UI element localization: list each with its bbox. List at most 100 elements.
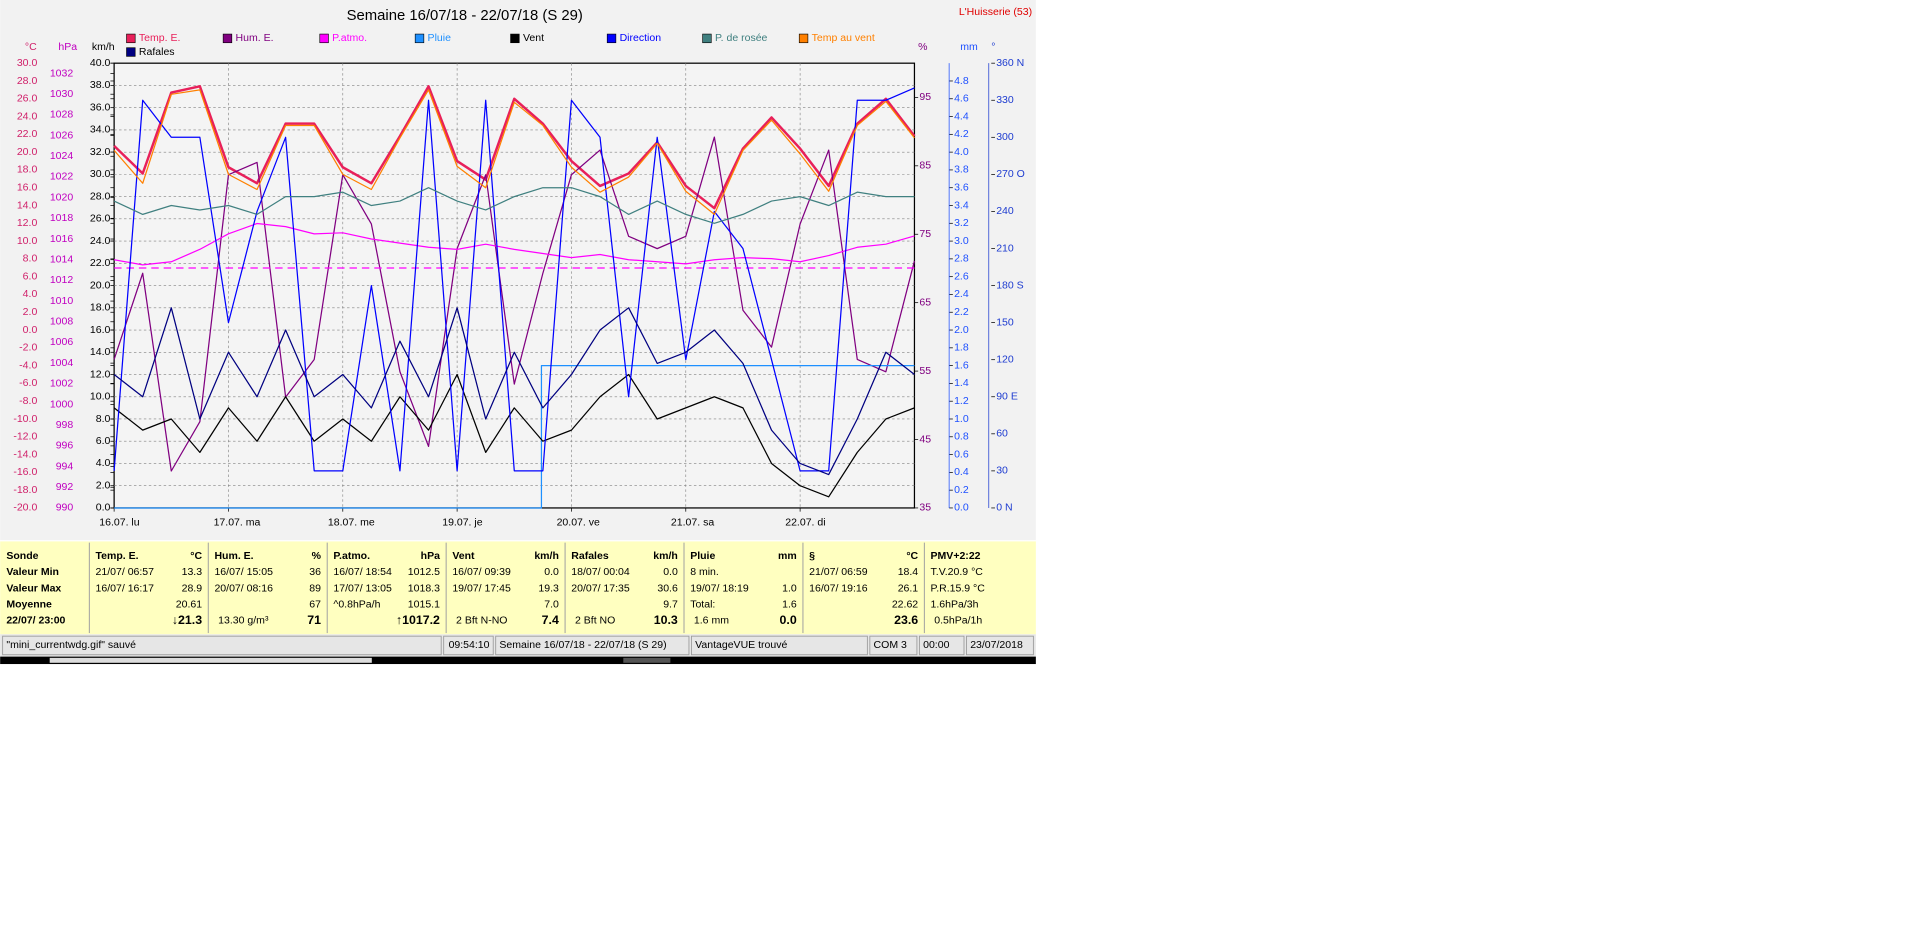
cell-value: ↑1017.2 — [396, 613, 440, 627]
cell-value: 20.61 — [176, 598, 202, 610]
column-header: Sonde — [6, 550, 38, 562]
y-tick-label: -18.0 — [13, 484, 37, 496]
y-tick-label: 2.6 — [954, 270, 969, 282]
y-tick-label: 994 — [56, 460, 74, 472]
y-tick-label: 2.0 — [23, 306, 38, 318]
y-tick-label: 1032 — [50, 67, 74, 79]
cell-text: Total: — [690, 598, 715, 610]
axis-unit: hPa — [58, 41, 77, 53]
cell-text: 2 Bft NO — [575, 614, 615, 626]
cell-text: 0.5hPa/1h — [934, 614, 982, 626]
cell-text: 16/07/ 18:54 — [333, 566, 392, 578]
cell-value: 22.62 — [892, 598, 918, 610]
y-tick-label: 55 — [919, 365, 931, 377]
cell-text: 16/07/ 09:39 — [452, 566, 511, 578]
y-tick-label: 30.0 — [90, 168, 111, 180]
taskbar-item — [49, 657, 372, 663]
cell-value: 36 — [309, 566, 321, 578]
y-tick-label: 3.4 — [954, 199, 969, 211]
column-unit: °C — [906, 550, 918, 562]
y-tick-label: 85 — [919, 160, 931, 172]
y-tick-label: -14.0 — [13, 448, 37, 460]
cell-value: 89 — [309, 582, 321, 594]
legend-label: P.atmo. — [332, 32, 367, 44]
y-tick-label: 240 — [996, 205, 1014, 217]
y-tick-label: 1012 — [50, 274, 74, 286]
cell-text: T.V.20.9 °C — [931, 566, 984, 578]
x-tick-label: 20.07. ve — [557, 517, 600, 529]
y-tick-label: 24.0 — [17, 110, 38, 122]
legend-swatch — [414, 33, 425, 44]
series-line — [113, 373, 915, 498]
taskbar-item — [623, 657, 671, 663]
y-tick-label: 0.8 — [954, 431, 969, 443]
y-tick-label: 22.0 — [17, 128, 38, 140]
cell-value: 10.3 — [654, 613, 678, 627]
y-tick-label: 36.0 — [90, 101, 111, 113]
cell-value: 13.3 — [182, 566, 203, 578]
y-tick-label: 4.0 — [954, 146, 969, 158]
y-tick-label: 28.0 — [90, 190, 111, 202]
status-text: 23/07/2018 — [970, 639, 1023, 651]
y-tick-label: 4.6 — [954, 93, 969, 105]
status-panel — [918, 635, 965, 656]
cell-value: 0.0 — [780, 613, 797, 627]
y-tick-label: 32.0 — [90, 146, 111, 158]
y-tick-label: 3.2 — [954, 217, 969, 229]
y-tick-label: -4.0 — [19, 359, 37, 371]
y-tick-label: 1.4 — [954, 377, 969, 389]
y-tick-label: 14.0 — [90, 346, 111, 358]
y-tick-label: -2.0 — [19, 342, 37, 354]
y-tick-label: 1.6 — [954, 359, 969, 371]
column-header: Rafales — [571, 550, 609, 562]
cell-text: 1.6hPa/3h — [931, 598, 979, 610]
y-tick-label: 30 — [996, 465, 1008, 477]
cell-text: 18/07/ 00:04 — [571, 566, 630, 578]
y-tick-label: 2.2 — [954, 306, 969, 318]
cell-text: 20/07/ 17:35 — [571, 582, 630, 594]
station-name: L'Huisserie (53) — [959, 6, 1032, 18]
y-tick-label: 4.0 — [96, 457, 111, 469]
y-tick-label: -6.0 — [19, 377, 37, 389]
y-tick-label: 0.4 — [954, 466, 969, 478]
y-tick-label: 8.0 — [23, 253, 38, 265]
y-tick-label: 0.0 — [954, 502, 969, 514]
cell-text: ^0.8hPa/h — [333, 598, 380, 610]
summary-table — [0, 541, 1036, 635]
column-header: Hum. E. — [214, 550, 253, 562]
legend-swatch — [222, 33, 233, 44]
y-tick-label: 0.6 — [954, 448, 969, 460]
y-tick-label: 1.2 — [954, 395, 969, 407]
y-tick-label: 95 — [919, 91, 931, 103]
cell-value: 71 — [307, 613, 321, 627]
cell-value: 1015.1 — [408, 598, 440, 610]
x-tick-label: 16.07. lu — [99, 517, 139, 529]
status-panel — [966, 635, 1034, 656]
cell-value: 0.0 — [663, 566, 678, 578]
y-tick-label: 4.2 — [954, 128, 969, 140]
y-tick-label: 8.0 — [96, 413, 111, 425]
axis-unit: km/h — [92, 41, 115, 53]
y-tick-label: 4.4 — [954, 110, 969, 122]
column-header: P.atmo. — [333, 550, 370, 562]
legend-label: Direction — [620, 32, 662, 44]
legend-swatch — [126, 47, 136, 57]
y-tick-label: 0.0 — [23, 324, 38, 336]
y-tick-label: 16.0 — [17, 181, 38, 193]
cell-text: 16/07/ 15:05 — [214, 566, 273, 578]
y-tick-label: 1026 — [50, 129, 74, 141]
y-tick-label: -8.0 — [19, 395, 37, 407]
y-tick-label: 150 — [996, 316, 1014, 328]
series-line — [113, 89, 915, 216]
y-tick-label: 10.0 — [90, 391, 111, 403]
y-tick-label: 2.4 — [954, 288, 969, 300]
y-tick-label: 360 N — [996, 57, 1024, 69]
cell-text: 8 min. — [690, 566, 719, 578]
legend-swatch — [126, 33, 136, 44]
y-tick-label: 10.0 — [17, 235, 38, 247]
series-line — [113, 87, 915, 472]
y-tick-label: 34.0 — [90, 124, 111, 136]
cell-text: 2 Bft N-NO — [456, 614, 507, 626]
y-tick-label: 65 — [919, 296, 931, 308]
status-bar — [0, 634, 1036, 657]
